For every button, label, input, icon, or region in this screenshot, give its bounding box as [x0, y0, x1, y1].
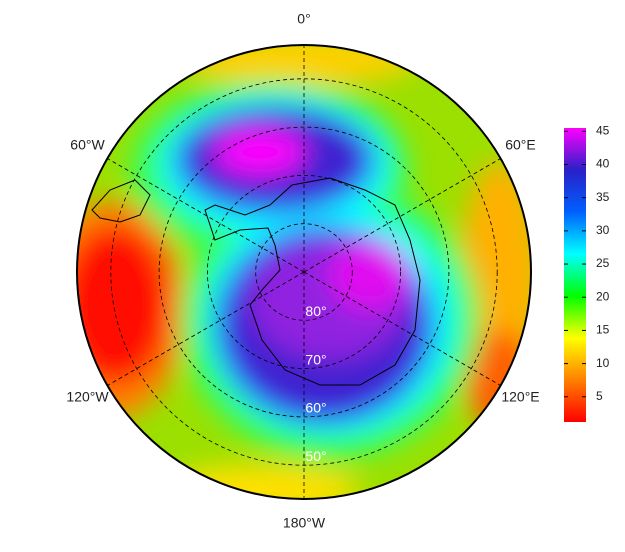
colorbar-tick-label: 15	[596, 323, 610, 337]
colorbar-tick-label: 40	[596, 157, 610, 171]
coastline	[91, 179, 151, 223]
colorbar-tick-label: 5	[596, 389, 603, 403]
parallel	[207, 175, 401, 369]
colorbar-tick-label: 35	[596, 190, 610, 204]
meridian-label: 120°W	[66, 389, 109, 405]
map-border	[76, 44, 532, 500]
meridian-label: 120°E	[501, 389, 539, 405]
colorbar	[564, 128, 586, 422]
parallel	[110, 78, 498, 466]
colorbar-tick-label: 45	[596, 123, 610, 137]
parallel	[158, 126, 450, 418]
colorbar-tick-label: 30	[596, 223, 610, 237]
meridian-label: 180°W	[283, 515, 326, 531]
graticule	[107, 45, 501, 499]
parallel-label: 70°	[305, 351, 326, 367]
meridian	[107, 158, 305, 273]
colorbar-tick-label: 25	[596, 256, 610, 270]
parallel-label: 50°	[305, 448, 326, 464]
parallel-label: 60°	[305, 400, 326, 416]
meridian	[303, 271, 501, 386]
meridian-label: 60°W	[70, 137, 105, 153]
parallel-label: 80°	[305, 303, 326, 319]
parallel	[255, 223, 353, 321]
meridian-label: 60°E	[505, 137, 536, 153]
colorbar-tick-label: 20	[596, 289, 610, 303]
meridian-label: 0°	[297, 11, 310, 27]
meridian	[303, 158, 501, 273]
coastline	[204, 177, 421, 386]
colorbar-tick-label: 10	[596, 356, 610, 370]
meridian	[107, 271, 305, 386]
